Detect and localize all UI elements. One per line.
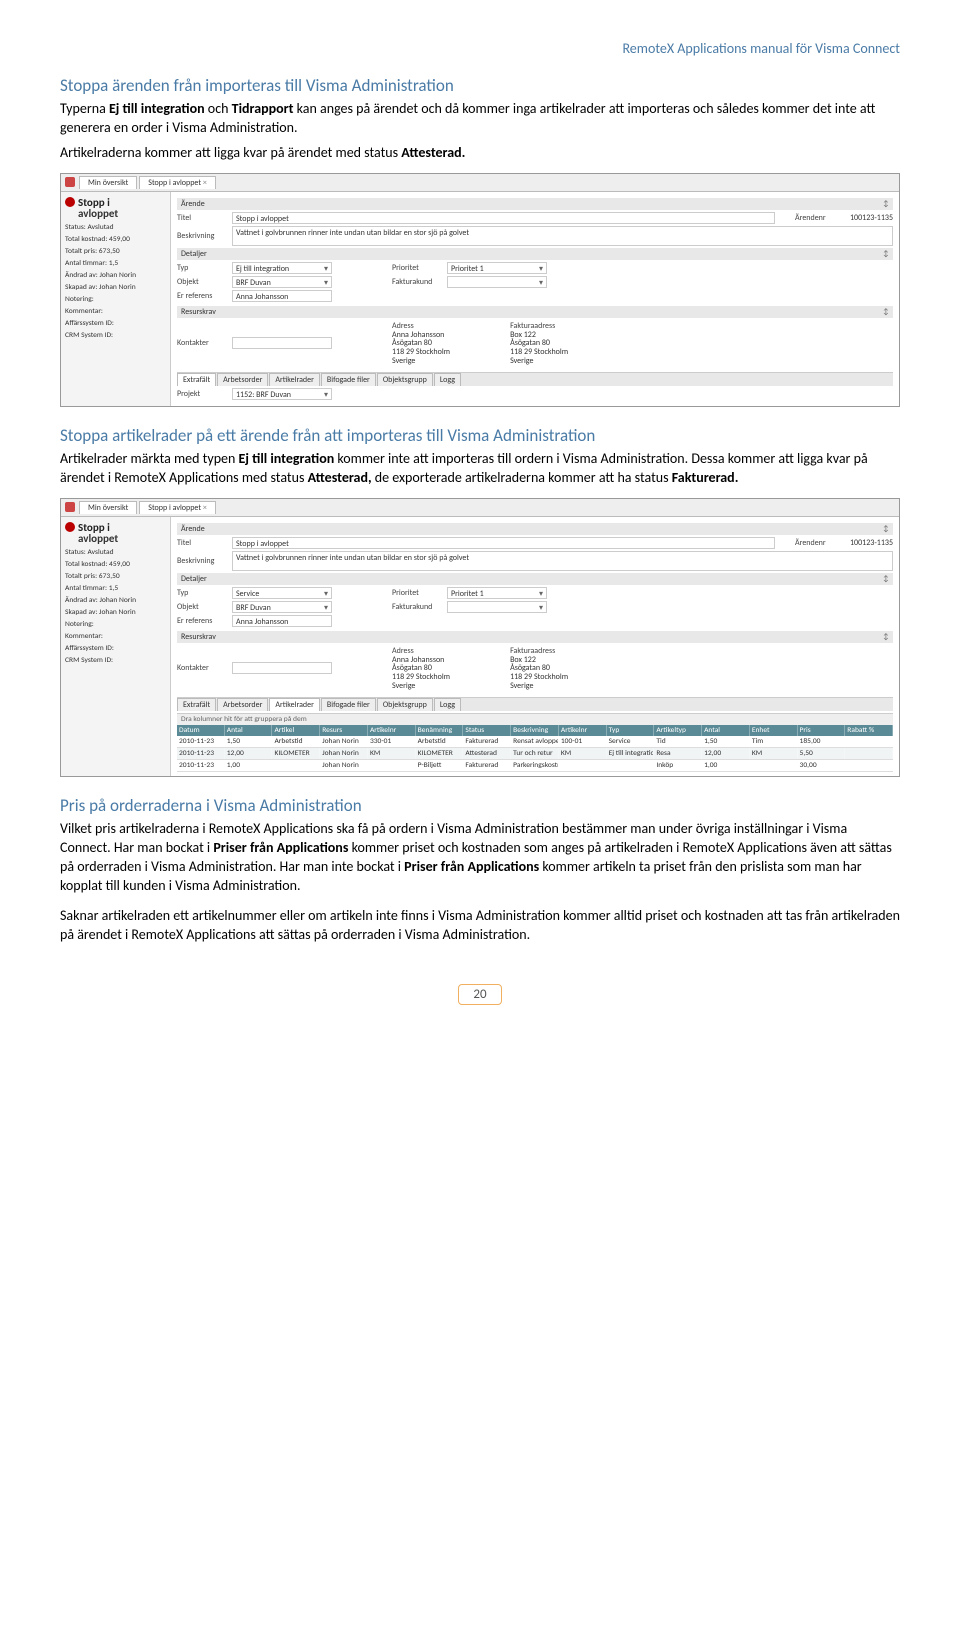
heading-stoppa-artikelrader: Stoppa artikelrader på ett ärende från a… — [60, 425, 900, 446]
subtab-bifogade[interactable]: Bifogade filer — [321, 373, 376, 386]
subtab-objektsgrupp[interactable]: Objektsgrupp — [377, 373, 433, 386]
tab-stopp-avloppet[interactable]: Stopp i avloppet — [139, 501, 216, 514]
tab-min-oversikt[interactable]: Min översikt — [79, 501, 137, 514]
table-row[interactable]: 2010-11-2312,00KILOMETERJohan NorinKMKIL… — [177, 748, 893, 760]
subtab-bar: Extrafält Arbetsorder Artikelrader Bifog… — [177, 372, 893, 386]
dropdown-objekt[interactable]: BRF Duvan — [232, 276, 332, 288]
document-header: RemoteX Applications manual för Visma Co… — [60, 40, 900, 57]
field-referens[interactable]: Anna Johansson — [232, 290, 332, 302]
field-titel[interactable]: Stopp i avloppet — [232, 537, 775, 549]
para-2: Artikelraderna kommer att ligga kvar på … — [60, 144, 900, 163]
subtab-bifogade[interactable]: Bifogade filer — [321, 698, 376, 711]
heading-stoppa-arenden: Stoppa ärenden från importeras till Vism… — [60, 75, 900, 96]
arendenr-value: 100123-1135 — [850, 538, 893, 548]
subtab-arbetsorder[interactable]: Arbetsorder — [217, 373, 268, 386]
subtab-extrafalt[interactable]: Extrafält — [177, 373, 216, 386]
page-number: 20 — [60, 985, 900, 1002]
tab-min-oversikt[interactable]: Min översikt — [79, 176, 137, 189]
dropdown-objekt[interactable]: BRF Duvan — [232, 601, 332, 613]
side-panel: Stopp i avloppet Status: Avslutad Total … — [61, 192, 171, 406]
arendenr-value: 100123-1135 — [850, 213, 893, 223]
dropdown-prioritet[interactable]: Prioritet 1 — [447, 587, 547, 599]
para-3: Artikelrader märkta med typen Ej till in… — [60, 450, 900, 488]
table-row[interactable]: 2010-11-231,50ArbetstidJohan Norin330-01… — [177, 736, 893, 748]
table-header: DatumAntalArtikelResursArtikelnrBenämnin… — [177, 725, 893, 736]
app-icon — [65, 502, 75, 512]
section-arende: Ärende — [177, 198, 893, 210]
para-5: Saknar artikelraden ett artikelnummer el… — [60, 907, 900, 945]
tab-stopp-avloppet[interactable]: Stopp i avloppet — [139, 176, 216, 189]
subtab-logg[interactable]: Logg — [434, 698, 461, 711]
subtab-artikelrader[interactable]: Artikelrader — [269, 373, 320, 386]
dropdown-projekt[interactable]: 1152: BRF Duvan — [232, 388, 332, 400]
subtab-arbetsorder[interactable]: Arbetsorder — [217, 698, 268, 711]
subtab-extrafalt[interactable]: Extrafält — [177, 698, 216, 711]
heading-pris-orderraderna: Pris på orderraderna i Visma Administrat… — [60, 795, 900, 816]
section-detaljer: Detaljer — [177, 248, 893, 260]
dropdown-typ[interactable]: Service — [232, 587, 332, 599]
field-beskrivning[interactable]: Vattnet i golvbrunnen rinner inte undan … — [232, 551, 893, 571]
subtab-objektsgrupp[interactable]: Objektsgrupp — [377, 698, 433, 711]
field-kontakter[interactable] — [232, 662, 332, 674]
table-row[interactable]: 2010-11-231,00Johan NorinP-BiljettFaktur… — [177, 760, 893, 772]
field-beskrivning[interactable]: Vattnet i golvbrunnen rinner inte undan … — [232, 226, 893, 246]
field-kontakter[interactable] — [232, 337, 332, 349]
dropdown-fakturakund[interactable] — [447, 601, 547, 613]
para-1: Typerna Ej till integration och Tidrappo… — [60, 100, 900, 138]
dropdown-prioritet[interactable]: Prioritet 1 — [447, 262, 547, 274]
field-referens[interactable]: Anna Johansson — [232, 615, 332, 627]
section-resurskrav: Resurskrav — [177, 306, 893, 318]
dropdown-typ[interactable]: Ej till integration — [232, 262, 332, 274]
dropdown-fakturakund[interactable] — [447, 276, 547, 288]
app-icon — [65, 177, 75, 187]
field-titel[interactable]: Stopp i avloppet — [232, 212, 775, 224]
drag-hint: Dra kolumner hit för att gruppera på dem — [177, 713, 893, 725]
subtab-logg[interactable]: Logg — [434, 373, 461, 386]
screenshot-artikelrader: Min översikt Stopp i avloppet Stopp i av… — [60, 498, 900, 777]
screenshot-arende-ej-integration: Min översikt Stopp i avloppet Stopp i av… — [60, 173, 900, 407]
subtab-artikelrader[interactable]: Artikelrader — [269, 698, 320, 711]
para-4: Vilket pris artikelraderna i RemoteX App… — [60, 820, 900, 896]
side-panel: Stopp i avloppet Status: Avslutad Total … — [61, 517, 171, 776]
